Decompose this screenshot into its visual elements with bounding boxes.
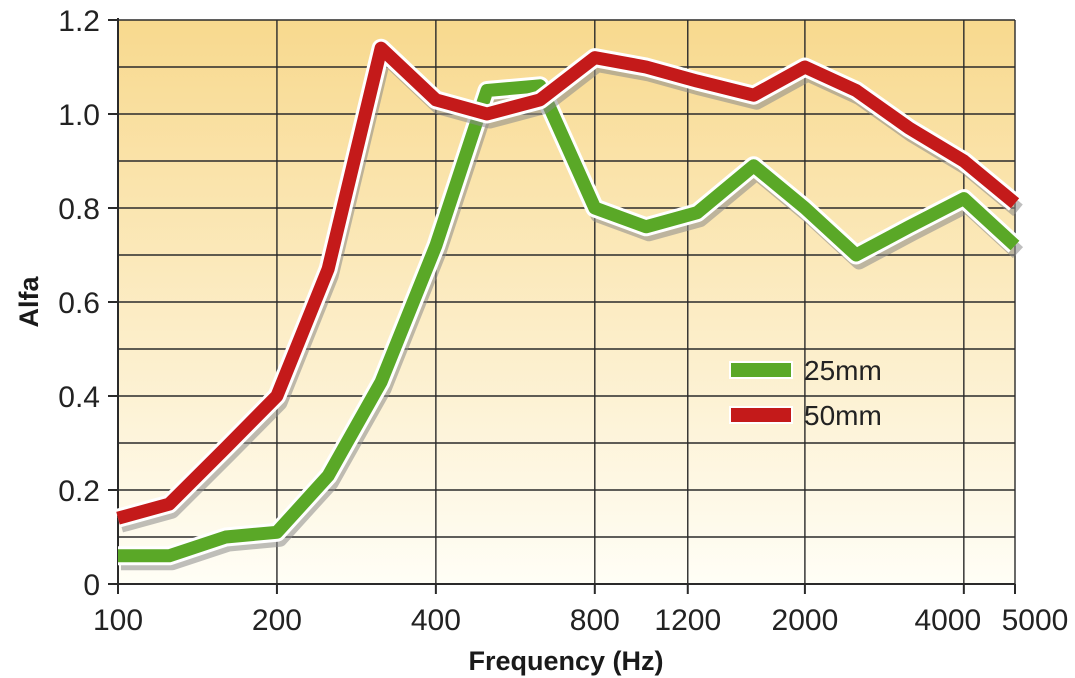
x-tick-label: 4000: [914, 604, 981, 637]
axes: 0 0.2 0.4 0.6 0.8 1.0 1.2 100 200 400 800 1200 2000 4…: [58, 5, 1068, 637]
x-tick-label: 800: [570, 604, 620, 637]
y-tick-label: 1.2: [58, 5, 100, 38]
x-tick-label: 2000: [772, 604, 839, 637]
y-tick-label: 0.8: [58, 193, 100, 226]
legend: 25mm 50mm: [729, 355, 882, 431]
y-tick-label: 1.0: [58, 99, 100, 132]
grid: [118, 19, 1015, 584]
y-tick-label: 0.2: [58, 475, 100, 508]
series-group: [115, 38, 1024, 571]
x-tick-label: 5000: [1002, 604, 1069, 637]
y-axis-title: Alfa: [14, 276, 44, 328]
y-tick-label: 0.6: [58, 287, 100, 320]
legend-swatch-25mm: [729, 361, 793, 379]
x-tick-label: 1200: [654, 604, 721, 637]
legend-swatch-50mm: [729, 406, 793, 424]
x-tick-label: 200: [252, 604, 302, 637]
legend-label-25mm: 25mm: [804, 355, 882, 386]
y-tick-label: 0: [83, 569, 100, 602]
legend-label-50mm: 50mm: [804, 400, 882, 431]
x-tick-label: 100: [93, 604, 143, 637]
series-25mm-line: [118, 79, 1020, 563]
x-tick-label: 400: [411, 604, 461, 637]
y-tick-label: 0.4: [58, 381, 100, 414]
series-50mm-line: [116, 41, 1020, 525]
x-axis-title: Frequency (Hz): [468, 646, 663, 676]
